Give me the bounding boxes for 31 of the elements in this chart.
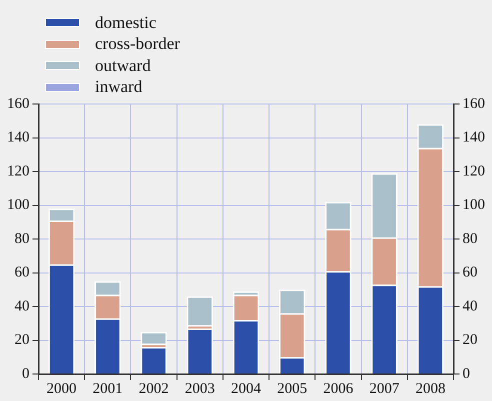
x-tick-label: 2006 (323, 380, 354, 397)
x-tick-label: 2008 (415, 380, 446, 397)
x-tick-label: 2005 (277, 380, 308, 397)
y-tick-label: 140 (7, 130, 30, 146)
y2-tick-label: 120 (462, 163, 485, 180)
x-tick-label: 2002 (138, 380, 169, 397)
y-tick-label: 60 (14, 264, 30, 281)
y-tick-label: 20 (14, 332, 30, 348)
legend-label: cross-border (95, 34, 180, 54)
y-tick-label: 80 (14, 230, 30, 247)
x-tick-label: 2003 (184, 380, 215, 397)
y2-tick-label: 0 (462, 366, 470, 382)
y-tick-label: 100 (7, 197, 30, 214)
x-tick-label: 2004 (231, 380, 262, 397)
y-tick-label: 120 (7, 163, 30, 180)
y2-tick-label: 140 (462, 130, 485, 146)
y2-tick-label: 40 (462, 298, 478, 314)
y2-tick-label: 80 (462, 230, 478, 247)
legend-label: domestic (95, 12, 156, 33)
legend-label: outward (95, 56, 151, 76)
x-tick-label: 2001 (92, 380, 123, 397)
legend-label: inward (95, 77, 142, 98)
x-tick-label: 2007 (369, 380, 400, 397)
y-tick-label: 40 (14, 298, 30, 314)
y2-tick-label: 60 (462, 264, 478, 281)
y-tick-label: 0 (22, 366, 30, 382)
y-tick-label: 160 (7, 96, 30, 112)
y2-tick-label: 100 (462, 197, 485, 214)
y2-tick-label: 20 (462, 332, 478, 348)
x-tick-label: 2000 (46, 380, 77, 397)
y2-tick-label: 160 (462, 96, 485, 112)
